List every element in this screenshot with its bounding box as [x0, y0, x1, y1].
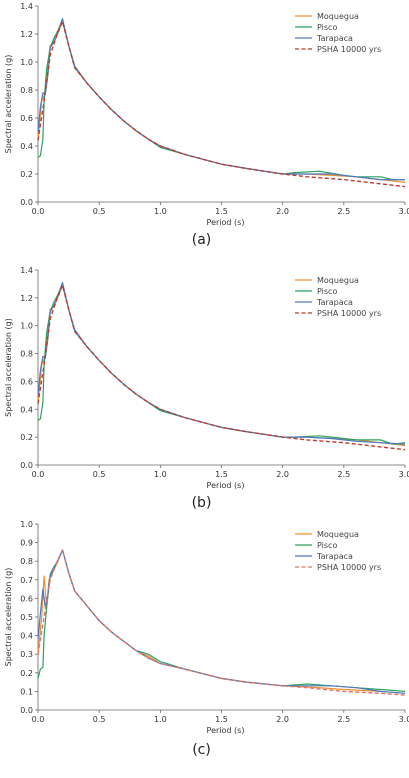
legend-entry: PSHA 10000 yrs	[317, 309, 381, 318]
x-tick-label: 2.5	[337, 470, 350, 479]
y-axis-label: Spectral acceleration (g)	[4, 55, 13, 154]
series-line-psha-10000-yrs	[37, 549, 406, 696]
y-tick-label: 1.0	[20, 58, 33, 67]
y-tick-label: 0.7	[20, 576, 33, 585]
y-tick-label: 0.3	[20, 650, 33, 659]
y-tick-label: 1.2	[20, 30, 33, 39]
legend-entry: PSHA 10000 yrs	[317, 563, 381, 572]
y-axis-label: Spectral acceleration (g)	[4, 318, 13, 417]
series-line-pisco	[37, 19, 405, 181]
legend-entry: Pisco	[317, 541, 337, 550]
y-tick-label: 1.0	[20, 322, 33, 331]
panel-label: (a)	[192, 232, 212, 248]
x-tick-label: 1.5	[215, 207, 228, 216]
legend: Moquegua Pisco Tarapaca PSHA 10000 yrs	[295, 276, 381, 318]
y-tick-label: 0.0	[20, 461, 33, 470]
x-tick-label: 2.5	[337, 715, 350, 724]
chart-panel-a: 0.0 0.5 1.0 1.5 2.0 2.5 3.0 0.0 0.2 0.4 0.6 0.8 1.0 1…	[4, 2, 409, 248]
x-tick-label: 0.5	[93, 470, 106, 479]
x-axis-label: Period (s)	[207, 726, 245, 735]
y-tick-label: 0.5	[20, 613, 33, 622]
x-axis-label: Period (s)	[207, 481, 245, 490]
x-tick-label: 0.0	[32, 207, 45, 216]
y-tick-label: 1.4	[20, 2, 33, 11]
legend-entry: Moquegua	[317, 12, 359, 21]
series-line-psha-10000-yrs	[37, 20, 406, 188]
y-tick-label: 1.4	[20, 266, 33, 275]
x-tick-label: 2.0	[276, 715, 289, 724]
x-tick-label: 1.0	[154, 715, 167, 724]
legend-entry: Moquegua	[317, 276, 359, 285]
chart-panel-c: 0.0 0.5 1.0 1.5 2.0 2.5 3.0 0.0 0.1 0.2 0.3 0.4 0.5 0…	[4, 520, 409, 758]
y-tick-label: 1.2	[20, 294, 33, 303]
y-tick-label: 0.4	[20, 632, 33, 641]
legend-entry: Pisco	[317, 287, 337, 296]
x-tick-label: 1.5	[215, 470, 228, 479]
x-tick-label: 0.0	[32, 470, 45, 479]
x-tick-label: 3.0	[399, 207, 409, 216]
legend-entry: Moquegua	[317, 530, 359, 539]
x-tick-label: 2.0	[276, 470, 289, 479]
y-tick-label: 0.0	[20, 706, 33, 715]
x-tick-label: 0.5	[93, 207, 106, 216]
y-tick-label: 0.8	[20, 557, 33, 566]
y-tick-label: 0.2	[20, 433, 33, 442]
x-tick-label: 1.5	[215, 715, 228, 724]
y-tick-label: 0.2	[20, 669, 33, 678]
y-tick-label: 0.9	[20, 539, 33, 548]
y-tick-label: 0.4	[20, 142, 33, 151]
chart-panel-b: 0.0 0.5 1.0 1.5 2.0 2.5 3.0 0.0 0.2 0.4 0.6 0.8 1.0 1…	[4, 266, 409, 511]
x-tick-label: 2.5	[337, 207, 350, 216]
panel-label: (c)	[192, 742, 211, 758]
x-tick-label: 1.0	[154, 470, 167, 479]
x-tick-label: 1.0	[154, 207, 167, 216]
panel-label: (b)	[192, 495, 212, 511]
y-axis-label: Spectral acceleration (g)	[4, 568, 13, 667]
series-line-pisco	[37, 283, 406, 445]
legend: Moquegua Pisco Tarapaca PSHA 10000 yrs	[295, 12, 381, 54]
legend-entry: PSHA 10000 yrs	[317, 45, 381, 54]
legend-entry: Tarapaca	[316, 34, 353, 43]
y-tick-label: 1.0	[20, 520, 33, 529]
legend-entry: Pisco	[317, 23, 337, 32]
y-tick-label: 0.6	[20, 377, 33, 386]
y-tick-label: 0.1	[20, 687, 33, 696]
legend-entry: Tarapaca	[316, 298, 353, 307]
y-tick-label: 0.0	[20, 198, 33, 207]
x-tick-label: 0.0	[32, 715, 45, 724]
legend: Moquegua Pisco Tarapaca PSHA 10000 yrs	[295, 530, 381, 572]
x-tick-label: 3.0	[399, 715, 409, 724]
y-tick-label: 0.4	[20, 405, 33, 414]
x-axis-label: Period (s)	[207, 218, 245, 227]
y-tick-label: 0.6	[20, 114, 33, 123]
y-tick-label: 0.8	[20, 350, 33, 359]
series-line-psha-10000-yrs	[37, 284, 406, 451]
x-tick-label: 2.0	[276, 207, 289, 216]
y-tick-label: 0.2	[20, 170, 33, 179]
x-tick-label: 0.5	[93, 715, 106, 724]
x-tick-label: 3.0	[399, 470, 409, 479]
legend-entry: Tarapaca	[316, 552, 353, 561]
y-tick-label: 0.6	[20, 594, 33, 603]
y-tick-label: 0.8	[20, 86, 33, 95]
